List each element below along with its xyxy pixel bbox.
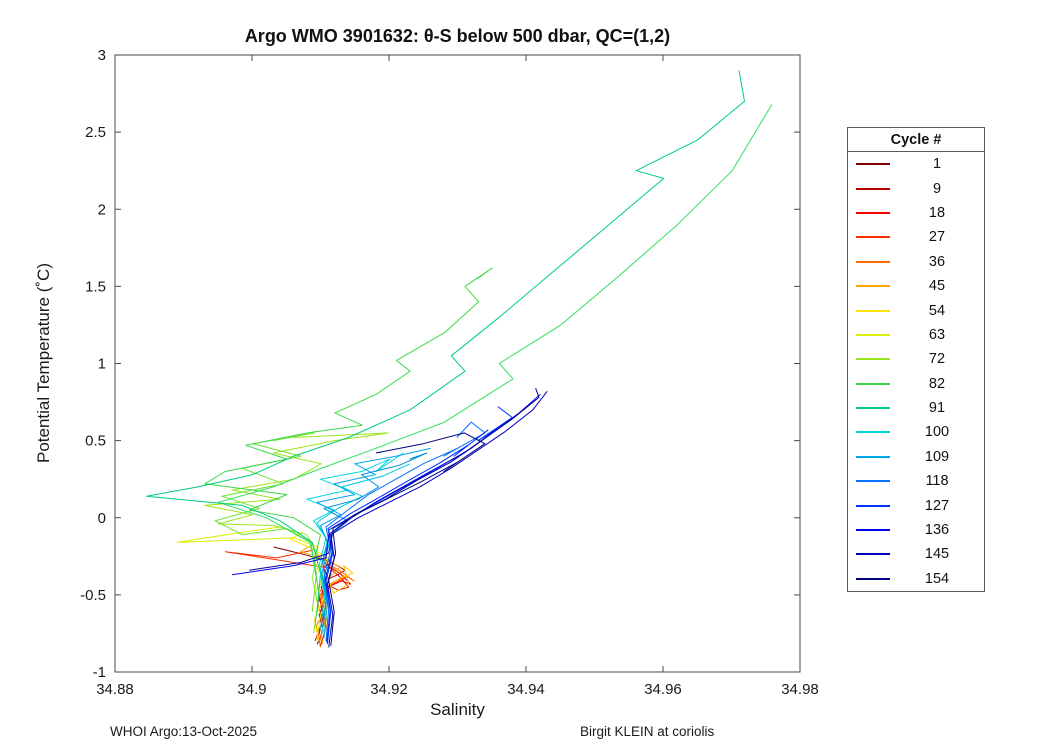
legend-label: 118 — [925, 473, 949, 490]
legend-entry: 27 — [848, 225, 984, 249]
legend-entry: 154 — [848, 567, 984, 591]
series-line-cycle-104 — [316, 463, 411, 634]
legend-line-sample — [856, 504, 890, 507]
x-tick-label: 34.9 — [237, 681, 266, 698]
legend-line-sample — [856, 431, 890, 434]
legend-label: 91 — [928, 400, 946, 417]
chart-title: Argo WMO 3901632: θ-S below 500 dbar, QC… — [244, 26, 671, 46]
x-axis-label: Salinity — [430, 700, 485, 719]
legend-entry: 136 — [848, 518, 984, 542]
legend-line-sample — [856, 455, 890, 458]
legend-label: 136 — [924, 522, 950, 539]
legend-line-sample — [856, 553, 890, 556]
legend-box: Cycle # 1 9 18 27 36 45 54 63 72 82 91 100 109 118 127… — [847, 127, 985, 593]
legend-line-sample — [856, 285, 890, 288]
series-line-cycle-86 — [217, 104, 773, 582]
series-line-cycle-91 — [146, 70, 745, 612]
legend-line-sample — [856, 236, 890, 239]
series-line-cycle-109 — [316, 447, 431, 639]
legend-label: 82 — [928, 375, 946, 392]
y-tick-label: 0.5 — [85, 433, 106, 450]
legend-line-sample — [856, 577, 890, 580]
legend-entry: 100 — [848, 420, 984, 444]
series-line-cycle-154 — [328, 432, 486, 646]
legend-line-sample — [856, 480, 890, 483]
legend-entry: 45 — [848, 274, 984, 298]
legend-line-sample — [856, 382, 890, 385]
series-line-cycle-150 — [249, 388, 540, 571]
legend-label: 154 — [924, 570, 950, 587]
series-line-cycle-127 — [325, 406, 513, 645]
legend-label: 127 — [924, 497, 950, 514]
series-line-cycle-118 — [323, 421, 486, 642]
x-tick-label: 34.94 — [507, 681, 545, 698]
legend-entry: 72 — [848, 347, 984, 371]
x-tick-label: 34.92 — [370, 681, 408, 698]
legend-entry: 1 — [848, 152, 984, 176]
legend-label: 9 — [932, 180, 942, 197]
legend-line-sample — [856, 529, 890, 532]
y-tick-label: 1.5 — [85, 278, 106, 295]
x-tick-label: 34.96 — [644, 681, 682, 698]
y-tick-label: 3 — [98, 47, 106, 64]
series-line-cycle-72 — [204, 432, 389, 634]
legend-line-sample — [856, 309, 890, 312]
legend-line-sample — [856, 211, 890, 214]
legend-entry: 54 — [848, 298, 984, 322]
legend-entry: 91 — [848, 396, 984, 420]
legend-label: 63 — [928, 326, 946, 343]
legend-entry: 82 — [848, 372, 984, 396]
legend-line-sample — [856, 407, 890, 410]
series-line-cycle-100 — [306, 452, 404, 629]
series-line-cycle-130 — [324, 429, 489, 643]
series-line-cycle-36 — [315, 552, 355, 648]
series-line-cycle-112 — [322, 452, 428, 626]
legend-label: 100 — [924, 424, 950, 441]
legend-label: 36 — [928, 253, 946, 270]
legend-label: 54 — [928, 302, 946, 319]
legend-label: 1 — [932, 156, 942, 173]
legend-label: 45 — [928, 278, 946, 295]
legend-entries: 1 9 18 27 36 45 54 63 72 82 91 100 109 118 127 136 145 15… — [848, 152, 984, 591]
legend-entry: 63 — [848, 323, 984, 347]
series-line-cycle-54 — [289, 531, 329, 642]
y-axis-label: Potential Temperature (˚C) — [34, 263, 53, 463]
y-tick-label: 2.5 — [85, 124, 106, 141]
legend-entry: 118 — [848, 469, 984, 493]
legend-label: 27 — [928, 229, 946, 246]
y-tick-label: 1 — [98, 356, 106, 373]
y-tick-label: 2 — [98, 201, 106, 218]
legend-entry: 9 — [848, 176, 984, 200]
legend-entry: 36 — [848, 250, 984, 274]
legend-line-sample — [856, 163, 890, 166]
series-line-cycle-145 — [326, 390, 548, 648]
legend-entry: 109 — [848, 445, 984, 469]
legend-line-sample — [856, 358, 890, 361]
legend-entry: 145 — [848, 542, 984, 566]
legend-line-sample — [856, 187, 890, 190]
legend-line-sample — [856, 333, 890, 336]
legend-line-sample — [856, 260, 890, 263]
x-tick-label: 34.98 — [781, 681, 819, 698]
y-tick-label: -0.5 — [80, 587, 106, 604]
footer-credit-left: WHOI Argo:13-Oct-2025 — [110, 724, 258, 739]
y-tick-label: -1 — [93, 664, 106, 681]
legend-title: Cycle # — [848, 128, 984, 152]
y-tick-label: 0 — [98, 510, 106, 527]
legend-label: 18 — [928, 204, 946, 221]
legend-label: 145 — [924, 546, 950, 563]
legend-label: 109 — [924, 448, 950, 465]
legend-entry: 127 — [848, 493, 984, 517]
series-line-cycle-82 — [204, 267, 493, 626]
legend-entry: 18 — [848, 201, 984, 225]
x-tick-label: 34.88 — [96, 681, 134, 698]
footer-credit-right: Birgit KLEIN at coriolis — [580, 724, 715, 739]
legend-label: 72 — [928, 351, 946, 368]
